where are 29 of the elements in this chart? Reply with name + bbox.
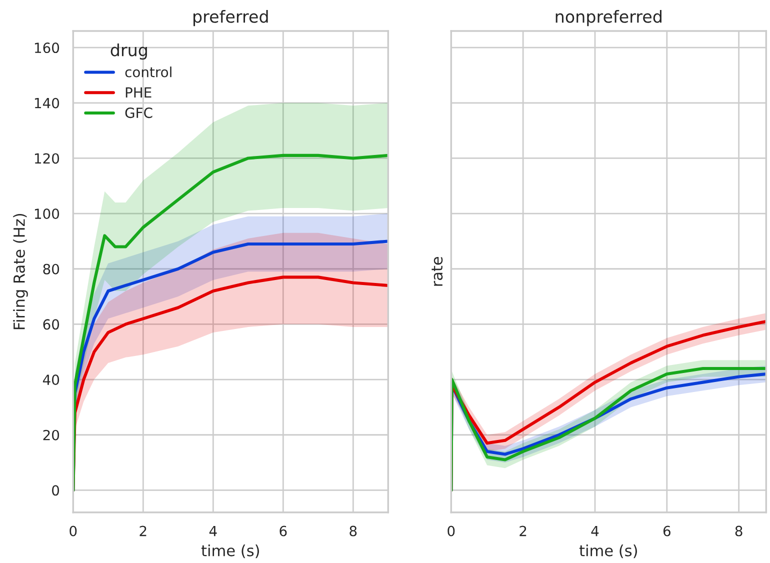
- y-tick-label: 140: [34, 98, 60, 108]
- y-tick-label: 120: [34, 153, 60, 164]
- y-tick-label: 0: [52, 485, 60, 496]
- chart-title: preferred: [194, 10, 268, 26]
- x-tick-label: 4: [591, 526, 599, 536]
- x-axis-title: time (s): [579, 544, 637, 558]
- y-axis-title: rate: [432, 256, 443, 286]
- x-axis-title: time (s): [201, 544, 259, 558]
- y-tick-label: 160: [34, 42, 60, 54]
- x-tick-label: 4: [209, 526, 217, 536]
- x-tick-label: 0: [448, 526, 455, 536]
- x-tick-label: 0: [70, 526, 77, 536]
- x-tick-label: 6: [663, 526, 670, 536]
- y-tick-label: 40: [42, 374, 60, 386]
- x-tick-label: 6: [280, 526, 287, 536]
- y-tick-label: 80: [43, 264, 60, 274]
- y-axis-title: Firing Rate (Hz): [13, 214, 28, 330]
- x-tick-label: 8: [735, 526, 742, 536]
- x-tick-label: 2: [140, 526, 146, 536]
- chart-title: nonpreferred: [556, 10, 662, 26]
- legend-label: GFC: [125, 108, 152, 118]
- legend-title: drug: [110, 43, 147, 60]
- legend-label: PHE: [126, 87, 152, 98]
- legend-label: control: [125, 66, 172, 78]
- x-tick-label: 2: [520, 526, 526, 536]
- y-tick-label: 20: [43, 430, 60, 440]
- y-tick-label: 60: [43, 319, 60, 330]
- x-tick-label: 8: [350, 526, 357, 536]
- y-tick-label: 100: [34, 208, 60, 220]
